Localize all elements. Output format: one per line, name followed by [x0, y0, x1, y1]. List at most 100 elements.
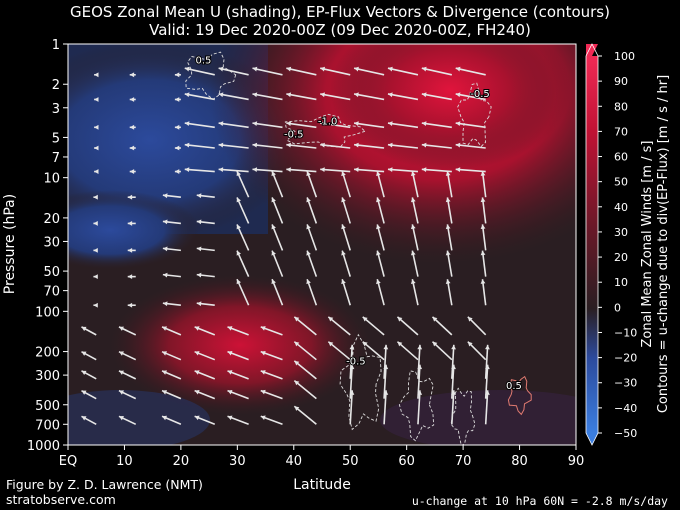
ep-flux-arrowhead [174, 124, 180, 130]
ep-flux-vector [376, 170, 385, 198]
colorbar-tick-label: 0 [614, 301, 621, 314]
y-tick-label: 700 [35, 418, 60, 433]
ep-flux-arrowhead [127, 194, 133, 200]
ep-flux-vector [320, 168, 351, 173]
ep-flux-arrowhead [480, 279, 486, 284]
ep-flux-arrowhead [320, 92, 325, 98]
ep-flux-vector [320, 67, 351, 76]
ep-flux-arrowhead [383, 390, 389, 395]
ep-flux-vector [353, 67, 385, 76]
ep-flux-vector [252, 93, 283, 101]
x-tick-label: 40 [286, 454, 303, 469]
ep-flux-arrowhead [162, 219, 168, 225]
ep-flux-arrowhead [397, 316, 403, 322]
ep-flux-vector [252, 67, 283, 76]
site-link[interactable]: stratobserve.com [6, 492, 116, 507]
ep-flux-arrowhead [162, 351, 168, 356]
ep-flux-arrowhead [485, 344, 490, 350]
colorbar-tick-label: −40 [614, 402, 637, 415]
ep-flux-vector [341, 278, 351, 306]
ep-flux-arrowhead [252, 142, 258, 148]
colorbar-tick-label: −10 [614, 326, 637, 339]
ep-flux-arrowhead [387, 142, 393, 148]
x-tick-label: 10 [116, 454, 133, 469]
ep-flux-arrowhead [236, 171, 241, 177]
ep-flux-arrowhead [260, 389, 266, 395]
divergence-contour [398, 370, 435, 442]
ep-flux-vector [184, 93, 215, 101]
ep-flux-arrowhead [252, 66, 258, 72]
ep-flux-arrowhead [410, 171, 416, 176]
ep-flux-arrowhead [93, 194, 98, 200]
ep-flux-vector [446, 197, 453, 224]
ep-flux-vector [293, 341, 317, 361]
ep-flux-arrowhead [354, 121, 359, 127]
y-tick-label: 70 [43, 285, 60, 300]
ep-flux-arrowhead [341, 171, 346, 177]
colorbar-tick-label: 50 [614, 176, 628, 189]
y-tick-label: 7 [52, 151, 60, 166]
ep-flux-arrowhead [410, 224, 416, 230]
ep-flux-arrowhead [127, 274, 133, 280]
ep-flux-arrowhead [194, 415, 200, 421]
ep-flux-arrowhead [162, 415, 168, 421]
ep-flux-arrowhead [294, 316, 300, 322]
ep-flux-vector [306, 224, 318, 251]
ep-flux-arrowhead [236, 279, 241, 285]
ep-flux-vector [218, 122, 249, 129]
colorbar-sublabel: Contours = u-change due to div(EP-Flux) … [656, 75, 671, 413]
y-tick-label: 10 [43, 172, 60, 187]
ep-flux-arrowhead [294, 406, 300, 411]
ep-flux-arrowhead [421, 121, 427, 127]
ep-flux-arrowhead [320, 167, 325, 172]
y-tick-label: 2 [52, 78, 60, 93]
ep-flux-arrowhead [194, 326, 200, 331]
ep-flux-vectors [81, 66, 490, 426]
ep-flux-vector [451, 390, 455, 425]
ep-flux-arrowhead [218, 121, 224, 127]
ep-flux-vector [431, 316, 453, 336]
ep-flux-vector [396, 316, 419, 336]
ep-flux-vector [286, 93, 317, 101]
ep-flux-arrowhead [194, 370, 200, 375]
ep-flux-vector [362, 341, 385, 361]
ep-flux-arrowhead [376, 279, 381, 285]
ep-flux-vector [271, 250, 284, 277]
ep-flux-arrowhead [485, 390, 490, 395]
x-tick-label: 70 [455, 454, 472, 469]
ep-flux-vector [293, 380, 317, 400]
ep-flux-arrowhead [354, 142, 359, 148]
ep-flux-vector [271, 170, 284, 198]
plot-frame [67, 43, 577, 446]
ep-flux-vector [455, 122, 486, 129]
y-tick-label: 1 [52, 38, 60, 53]
ep-flux-arrowhead [196, 193, 202, 199]
ep-flux-vector [271, 197, 284, 224]
ep-flux-vector [455, 168, 486, 173]
ep-flux-arrowhead [417, 344, 423, 350]
ep-flux-arrowhead [421, 92, 427, 98]
ep-flux-arrowhead [162, 326, 168, 331]
y-tick-label: 5 [52, 131, 60, 146]
ep-flux-arrowhead [480, 250, 486, 256]
ep-flux-arrowhead [421, 167, 427, 172]
x-tick-label: 30 [229, 454, 246, 469]
ep-flux-arrowhead [376, 224, 381, 230]
ep-flux-vector [341, 224, 351, 251]
ep-flux-vector [218, 168, 249, 173]
ep-flux-arrowhead [94, 124, 99, 130]
ep-flux-arrowhead [421, 66, 427, 72]
ep-flux-arrowhead [227, 415, 233, 421]
y-tick-label: 300 [35, 369, 60, 384]
ep-flux-arrowhead [184, 142, 190, 148]
ep-flux-arrowhead [445, 197, 451, 203]
ep-flux-arrowhead [129, 169, 135, 174]
ep-flux-arrowhead [271, 279, 276, 285]
ep-flux-arrowhead [196, 246, 202, 252]
y-tick-label: 200 [35, 346, 60, 361]
divergence-contour [457, 82, 492, 148]
ep-flux-vector [455, 67, 486, 76]
ep-flux-arrowhead [118, 390, 124, 395]
ep-flux-arrowhead [252, 92, 258, 98]
